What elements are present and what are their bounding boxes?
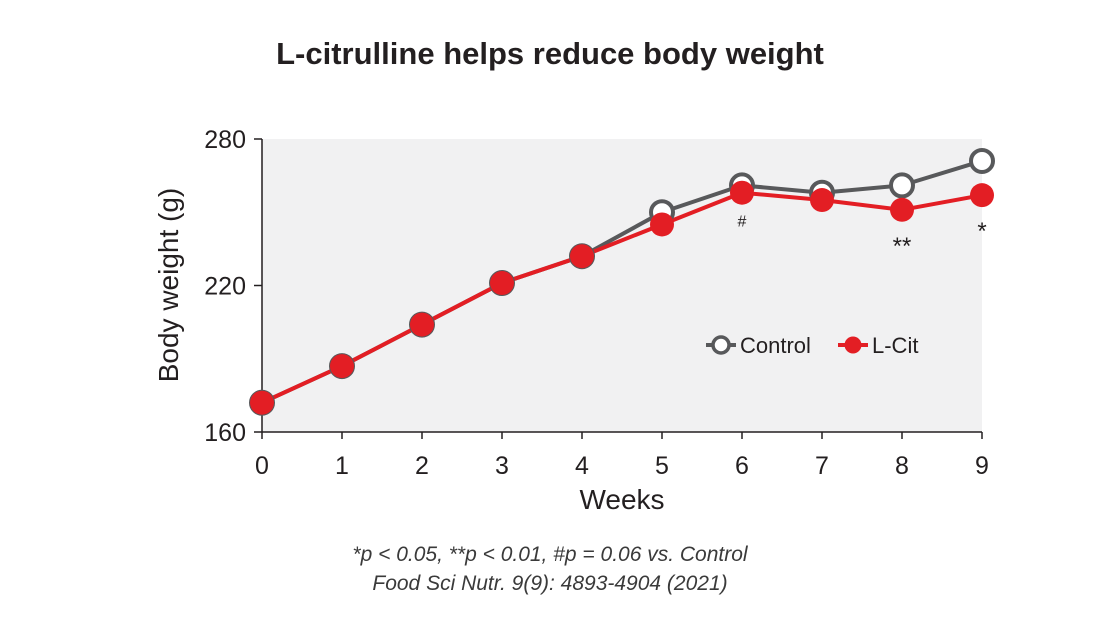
significance-annotation: # (738, 214, 747, 231)
x-tick-label: 0 (255, 452, 269, 480)
legend-marker-l-cit (844, 336, 862, 354)
data-point-l-cit (490, 271, 514, 296)
plot-background (262, 139, 982, 432)
data-point-control (889, 172, 915, 199)
significance-annotation: * (977, 218, 986, 245)
chart-title: L-citrulline helps reduce body weight (276, 36, 824, 71)
x-tick-label: 8 (895, 452, 909, 480)
series-line-l-cit (261, 190, 983, 405)
x-tick-label: 2 (415, 452, 429, 480)
footnote-significance: *p < 0.05, **p < 0.01, #p = 0.06 vs. Con… (352, 543, 748, 566)
legend-marker-control (711, 335, 731, 355)
y-axis-label: Body weight (g) (153, 188, 184, 383)
data-point-l-cit (330, 354, 354, 379)
legend-label-l-cit: L-Cit (872, 333, 918, 358)
y-tick-label: 220 (204, 273, 246, 301)
y-tick-label: 280 (204, 126, 246, 154)
significance-annotation: ** (893, 233, 912, 260)
data-point-l-cit (970, 183, 994, 208)
x-tick-label: 4 (575, 452, 589, 480)
data-point-l-cit (890, 197, 914, 222)
data-point-l-cit (730, 180, 754, 205)
x-tick-label: 6 (735, 452, 749, 480)
x-tick-label: 3 (495, 452, 509, 480)
y-tick-label: 160 (204, 419, 246, 447)
data-point-control (969, 147, 995, 174)
data-point-l-cit (410, 312, 434, 337)
data-point-l-cit (250, 390, 274, 415)
data-point-l-cit (570, 244, 594, 269)
x-tick-label: 5 (655, 452, 669, 480)
x-tick-label: 7 (815, 452, 829, 480)
footnote-citation: Food Sci Nutr. 9(9): 4893-4904 (2021) (372, 572, 728, 595)
legend-label-control: Control (740, 333, 811, 358)
x-tick-label: 9 (975, 452, 989, 480)
x-axis-label: Weeks (579, 484, 664, 515)
data-point-l-cit (650, 212, 674, 237)
data-point-l-cit (810, 188, 834, 213)
x-tick-label: 1 (335, 452, 349, 480)
